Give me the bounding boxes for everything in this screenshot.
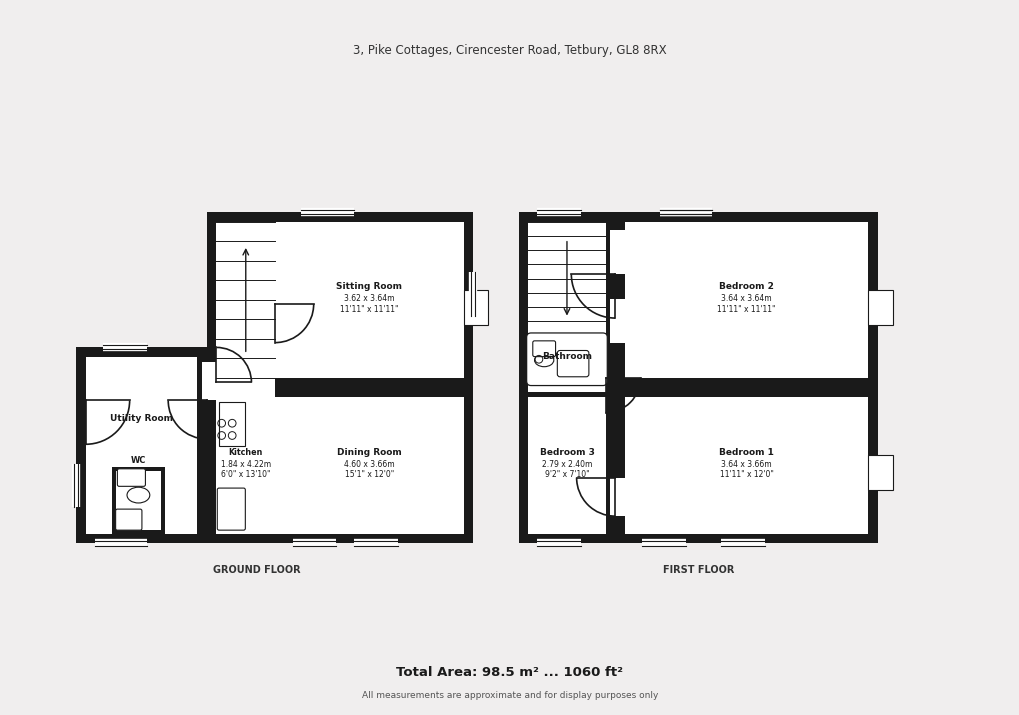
Text: Sitting Room: Sitting Room — [336, 282, 401, 291]
Text: 3.64 x 3.66m: 3.64 x 3.66m — [720, 460, 771, 469]
Bar — [216, 222, 275, 378]
Bar — [216, 397, 275, 533]
Bar — [115, 470, 161, 530]
Bar — [528, 397, 605, 533]
FancyBboxPatch shape — [217, 488, 246, 530]
Bar — [625, 397, 867, 533]
Text: 1.84 x 4.22m: 1.84 x 4.22m — [220, 460, 271, 469]
Bar — [528, 331, 605, 340]
Bar — [202, 362, 221, 400]
Bar — [528, 373, 605, 392]
Bar — [270, 304, 289, 342]
Bar — [528, 222, 605, 335]
Text: Kitchen: Kitchen — [228, 448, 263, 457]
Ellipse shape — [127, 487, 150, 503]
Bar — [867, 290, 892, 325]
Text: 11'11" x 11'11": 11'11" x 11'11" — [716, 305, 775, 314]
Text: FIRST FLOOR: FIRST FLOOR — [662, 565, 734, 575]
Bar — [219, 403, 246, 446]
Text: 3, Pike Cottages, Cirencester Road, Tetbury, GL8 8RX: 3, Pike Cottages, Cirencester Road, Tetb… — [353, 44, 666, 57]
Text: Bedroom 3: Bedroom 3 — [539, 448, 594, 457]
Bar — [519, 388, 614, 543]
Text: 3.64 x 3.64m: 3.64 x 3.64m — [720, 295, 771, 303]
FancyBboxPatch shape — [526, 333, 606, 385]
Bar — [86, 357, 197, 533]
Text: 4.60 x 3.66m: 4.60 x 3.66m — [343, 460, 394, 469]
Bar — [275, 397, 463, 533]
Bar — [207, 212, 473, 388]
Bar — [216, 222, 275, 378]
Bar — [519, 212, 614, 388]
Bar — [528, 222, 605, 335]
Bar — [270, 473, 289, 508]
Bar — [275, 222, 463, 378]
FancyBboxPatch shape — [117, 469, 146, 486]
Bar — [270, 397, 279, 533]
Bar — [216, 378, 275, 397]
Bar — [207, 388, 473, 543]
Bar — [463, 290, 487, 325]
FancyBboxPatch shape — [532, 341, 555, 357]
FancyBboxPatch shape — [115, 509, 142, 530]
Text: All measurements are approximate and for display purposes only: All measurements are approximate and for… — [362, 691, 657, 700]
Bar — [609, 230, 629, 275]
Text: Total Area: 98.5 m² ... 1060 ft²: Total Area: 98.5 m² ... 1060 ft² — [396, 666, 623, 679]
Text: Bedroom 2: Bedroom 2 — [718, 282, 773, 291]
Text: 6'0" x 13'10": 6'0" x 13'10" — [221, 470, 270, 480]
Bar — [76, 347, 207, 543]
Text: 3.62 x 3.64m: 3.62 x 3.64m — [343, 295, 394, 303]
Bar — [625, 222, 867, 378]
Ellipse shape — [534, 353, 553, 367]
FancyBboxPatch shape — [556, 350, 588, 377]
Bar — [275, 383, 473, 392]
Bar — [528, 335, 605, 378]
Text: 2.79 x 2.40m: 2.79 x 2.40m — [541, 460, 592, 469]
Text: 15'1" x 12'0": 15'1" x 12'0" — [344, 470, 393, 480]
Bar — [609, 299, 629, 342]
Text: 11'11" x 12'0": 11'11" x 12'0" — [719, 470, 772, 480]
Text: Bathroom: Bathroom — [541, 352, 591, 361]
Text: WC: WC — [130, 455, 146, 465]
Text: 11'11" x 11'11": 11'11" x 11'11" — [339, 305, 398, 314]
Bar — [867, 455, 892, 490]
Text: 9'2" x 7'10": 9'2" x 7'10" — [544, 470, 589, 480]
Text: Dining Room: Dining Room — [336, 448, 401, 457]
Bar — [614, 383, 877, 392]
Bar — [112, 467, 164, 533]
Text: Bedroom 1: Bedroom 1 — [718, 448, 773, 457]
Bar — [270, 222, 279, 378]
Bar — [216, 373, 275, 392]
Bar — [614, 212, 877, 543]
Text: Utility Room: Utility Room — [110, 415, 173, 423]
Text: GROUND FLOOR: GROUND FLOOR — [213, 565, 301, 575]
Bar — [609, 478, 629, 516]
